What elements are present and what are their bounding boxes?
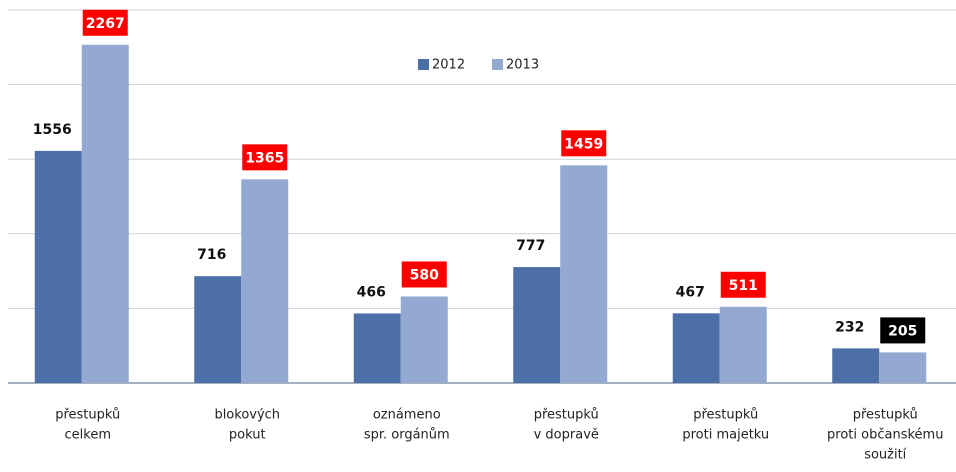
x-tick-label: celkem xyxy=(65,428,111,443)
value-label: 205 xyxy=(888,323,917,339)
value-label-box xyxy=(82,9,128,36)
bar xyxy=(879,352,927,383)
x-tick-label: proti majetku xyxy=(682,428,769,443)
x-tick-label: přestupků xyxy=(693,408,758,423)
value-label: 1459 xyxy=(564,136,603,152)
x-tick-label: v dopravě xyxy=(534,428,599,443)
value-label: 716 xyxy=(197,247,226,263)
x-tick-label: přestupků xyxy=(853,408,918,423)
value-label: 580 xyxy=(410,267,439,283)
legend-swatch xyxy=(492,59,503,70)
bar xyxy=(81,44,129,383)
plot-background xyxy=(8,10,956,383)
bar xyxy=(513,267,561,383)
value-label: 466 xyxy=(357,284,386,300)
bar xyxy=(719,306,767,383)
x-tick-label: blokových xyxy=(214,408,280,423)
value-label: 2267 xyxy=(86,16,125,32)
x-tick-label: soužití xyxy=(864,448,906,463)
value-label-box xyxy=(880,317,926,344)
bar xyxy=(34,150,82,383)
value-label-box xyxy=(401,261,447,288)
x-tick-label: spr. orgánům xyxy=(364,428,450,443)
value-label-box xyxy=(561,130,607,157)
x-tick-label: oznámeno xyxy=(373,408,441,423)
value-label: 1365 xyxy=(245,150,284,166)
legend-swatch xyxy=(418,59,429,70)
bar xyxy=(194,276,242,383)
bar xyxy=(241,179,289,383)
value-label: 777 xyxy=(516,238,545,254)
bar xyxy=(560,165,608,383)
value-label: 467 xyxy=(676,284,705,300)
bar xyxy=(353,313,401,383)
x-tick-label: proti občanskému xyxy=(827,428,943,443)
x-tick-label: pokut xyxy=(229,428,266,443)
value-label-box xyxy=(242,144,288,171)
legend-label: 2013 xyxy=(506,58,539,73)
value-label: 232 xyxy=(835,319,864,335)
value-label-box xyxy=(720,271,766,298)
legend-label: 2012 xyxy=(432,58,465,73)
bar xyxy=(832,348,880,383)
bar xyxy=(672,313,720,383)
value-label: 1556 xyxy=(33,122,72,138)
value-label: 511 xyxy=(729,278,758,294)
x-tick-label: přestupků xyxy=(55,408,120,423)
bar xyxy=(400,296,448,383)
x-tick-label: přestupků xyxy=(534,408,599,423)
